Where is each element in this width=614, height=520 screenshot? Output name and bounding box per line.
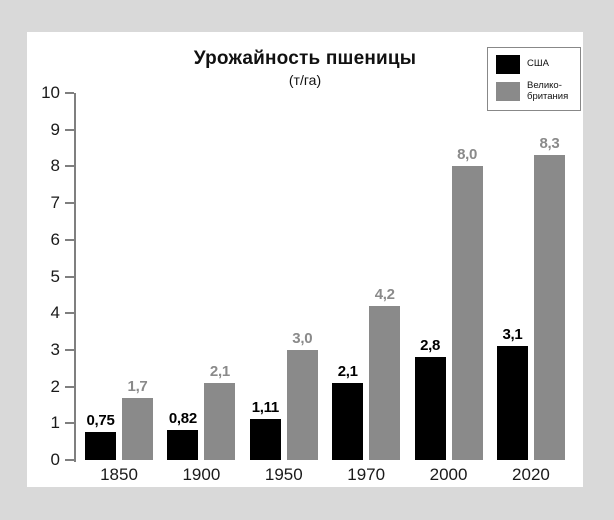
y-tick: [65, 422, 74, 425]
bar-usa: [167, 429, 199, 460]
y-tick: [65, 165, 74, 168]
bar-wrap-uk: 2,1: [204, 93, 236, 460]
bar-wrap-usa: 3,1: [496, 93, 528, 460]
bar-wrap-usa: 1,11: [249, 93, 281, 460]
legend-label-uk: Велико- британия: [527, 80, 569, 102]
bar-value-label: 4,2: [374, 285, 395, 303]
bar-wrap-usa: 0,82: [167, 93, 199, 460]
y-tick: [65, 92, 74, 94]
bar-value-label: 1,7: [127, 377, 148, 395]
bar-uk: [204, 382, 236, 460]
bar-value-label: 0,75: [86, 412, 115, 430]
chart-header: Урожайность пшеницы (т/га): [27, 48, 583, 88]
bar-wrap-uk: 8,0: [451, 93, 483, 460]
y-axis-line: [74, 93, 76, 462]
bar-usa: [85, 432, 116, 460]
bar-usa: [496, 346, 528, 460]
bar-group: 1,11 3,0 1950: [249, 93, 318, 484]
y-tick-label: 2: [50, 376, 60, 396]
y-tick-label: 6: [50, 229, 60, 249]
legend-item-uk: Велико- британия: [496, 80, 574, 103]
chart-card: Урожайность пшеницы (т/га) США Велико- б…: [27, 32, 583, 487]
bar-group: 2,8 8,0 2000: [414, 93, 483, 484]
bar-uk: [369, 305, 401, 460]
bar-value-label: 8,3: [539, 135, 560, 153]
x-category-label: 1900: [182, 465, 221, 484]
y-tick-label: 0: [50, 450, 60, 469]
bar-group: 0,82 2,1 1900: [167, 93, 236, 484]
bar-uk: [122, 397, 153, 460]
y-tick: [65, 202, 74, 205]
bar-value-label: 3,0: [292, 329, 313, 347]
bar-group: 0,75 1,7 1850: [85, 93, 153, 484]
bar-value-label: 3,1: [502, 326, 523, 344]
y-tick-label: 3: [50, 339, 60, 359]
chart-title: Урожайность пшеницы: [193, 48, 417, 69]
y-tick-label: 5: [50, 266, 60, 286]
y-tick-label: 7: [50, 193, 60, 213]
bar-groups: 0,75 1,7 1850 0,82 2,1 1900 1,11 3,0 1950 2,1 4,2 1…: [85, 93, 565, 484]
bar-group: 3,1 8,3 2020: [496, 93, 565, 484]
y-tick: [65, 275, 74, 278]
y-tick: [65, 459, 74, 461]
y-tick: [65, 128, 74, 131]
x-category-label: 1950: [264, 465, 303, 484]
chart-subtitle: (т/га): [288, 71, 322, 88]
bar-value-label: 2,8: [420, 337, 441, 355]
bar-value-label: 8,0: [457, 146, 478, 164]
x-category-label: 2020: [512, 465, 550, 484]
legend-swatch-usa: [496, 55, 520, 74]
bar-uk: [286, 349, 318, 460]
y-tick-label: 4: [50, 303, 60, 323]
legend: США Велико- британия: [487, 47, 581, 111]
bar-group: 2,1 4,2 1970: [332, 93, 401, 484]
y-tick: [65, 238, 74, 241]
bar-wrap-usa: 0,75: [85, 93, 116, 460]
x-category-label: 1850: [100, 465, 138, 484]
bar-wrap-usa: 2,8: [414, 93, 446, 460]
plot-area: 0 1 2 3 4 5 6 7 8 9 10 0,75 1,7 1850 0,82 2,1 1900 1,11 3…: [27, 83, 583, 484]
bar-usa: [249, 419, 281, 460]
bar-wrap-uk: 1,7: [122, 93, 153, 460]
bar-usa: [414, 357, 446, 460]
legend-swatch-uk: [496, 82, 520, 102]
y-tick: [65, 385, 74, 388]
bar-wrap-uk: 8,3: [533, 93, 565, 460]
bar-wrap-uk: 3,0: [286, 93, 318, 460]
x-category-label: 2000: [429, 465, 468, 484]
bar-wrap-uk: 4,2: [369, 93, 401, 460]
x-category-label: 1970: [347, 465, 386, 484]
y-tick-label: 9: [50, 119, 60, 139]
y-tick-label: 10: [41, 83, 60, 102]
y-tick: [65, 348, 74, 351]
y-tick-label: 1: [50, 413, 60, 433]
bar-value-label: 2,1: [337, 362, 358, 380]
bar-value-label: 2,1: [209, 362, 230, 380]
bar-wrap-usa: 2,1: [332, 93, 364, 460]
y-tick: [65, 312, 74, 315]
bar-uk: [451, 166, 483, 460]
bar-value-label: 1,11: [251, 399, 279, 417]
y-tick-label: 8: [50, 156, 60, 176]
legend-label-usa: США: [527, 58, 549, 70]
bar-uk: [533, 155, 565, 460]
bar-usa: [332, 382, 364, 460]
bar-value-label: 0,82: [168, 409, 197, 427]
legend-item-usa: США: [496, 55, 574, 74]
